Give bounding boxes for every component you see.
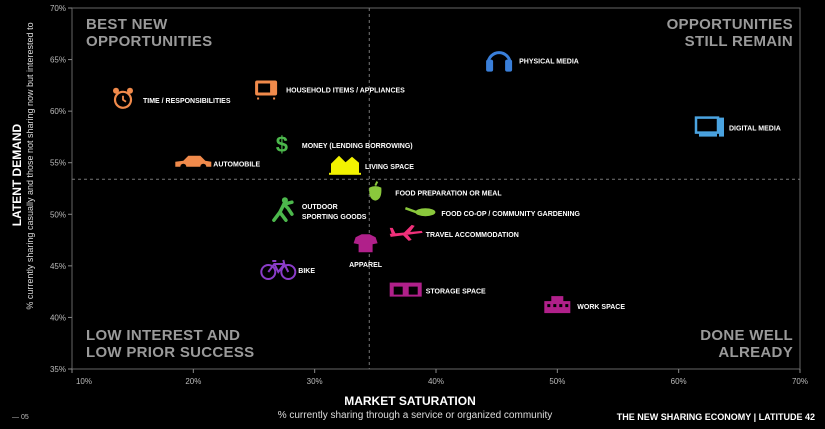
pepper-icon: [369, 181, 382, 201]
point-automobile: AUTOMOBILE: [175, 155, 261, 170]
alarm-clock-icon: [113, 87, 133, 109]
quadrant-top-left-line1: BEST NEW: [86, 16, 168, 33]
baseball-player-icon: [272, 197, 294, 222]
quadrant-top-left-line2: OPPORTUNITIES: [86, 33, 213, 50]
x-axis-subtitle: % currently sharing through a service or…: [277, 410, 553, 421]
point-household-items-appliances: HOUSEHOLD ITEMS / APPLIANCES: [255, 80, 405, 100]
x-tick-label: 70%: [792, 377, 808, 386]
bike-icon: [260, 259, 297, 280]
point-label: STORAGE SPACE: [426, 289, 486, 296]
point-label: MONEY (LENDING BORROWING): [302, 143, 413, 150]
quadrant-bottom-right-line1: DONE WELL: [700, 327, 793, 344]
computer-icon: [694, 116, 724, 137]
point-travel-accommodation: TRAVEL ACCOMMODATION: [389, 224, 519, 241]
point-label: AUTOMOBILE: [213, 162, 260, 169]
quadrant-bottom-left: LOW INTEREST AND LOW PRIOR SUCCESS: [86, 327, 254, 361]
quadrant-bottom-right: DONE WELL ALREADY: [700, 327, 793, 361]
car-icon: [175, 155, 212, 170]
point-digital-media: DIGITAL MEDIA: [694, 116, 781, 137]
point-outdoor-sporting-goods: OUTDOOR SPORTING GOODS: [272, 197, 367, 222]
quadrant-top-left: BEST NEW OPPORTUNITIES: [86, 16, 212, 50]
y-tick-label: 35%: [50, 365, 66, 374]
point-label: LIVING SPACE: [365, 164, 414, 171]
point-work-space: WORK SPACE: [544, 296, 625, 314]
shirt-icon: [353, 234, 378, 253]
y-tick-label: 70%: [50, 4, 66, 13]
quadrant-bottom-left-line1: LOW INTEREST AND: [86, 327, 241, 344]
office-building-icon: [544, 296, 571, 314]
quadrant-bottom-right-line2: ALREADY: [718, 344, 793, 361]
quadrant-bottom-left-line2: LOW PRIOR SUCCESS: [86, 344, 255, 361]
point-food-preparation-or-meal: FOOD PREPARATION OR MEAL: [369, 181, 502, 201]
svg-text:$: $: [276, 132, 288, 157]
airplane-icon: [389, 224, 423, 241]
point-label: BIKE: [298, 268, 315, 275]
y-tick-label: 50%: [50, 210, 66, 219]
point-money-lending-borrowing: $ MONEY (LENDING BORROWING): [276, 132, 413, 157]
quadrant-top-right-line2: STILL REMAIN: [684, 33, 793, 50]
quadrant-top-right-line1: OPPORTUNITIES: [666, 16, 793, 33]
x-tick-label: 40%: [428, 377, 444, 386]
y-tick-label: 45%: [50, 262, 66, 271]
x-tick-label: 20%: [185, 377, 201, 386]
y-axis-subtitle: % currently sharing casually and those n…: [25, 22, 35, 310]
shovel-icon: [404, 207, 436, 217]
point-label: HOUSEHOLD ITEMS / APPLIANCES: [286, 88, 405, 95]
dollar-icon: $: [276, 132, 288, 157]
point-storage-space: STORAGE SPACE: [389, 282, 486, 297]
point-bike: BIKE: [260, 259, 315, 280]
point-apparel: APPAREL: [349, 234, 383, 269]
y-tick-label: 55%: [50, 159, 66, 168]
point-food-co-op-community-gardening: FOOD CO-OP / COMMUNITY GARDENING: [404, 207, 581, 218]
point-label: WORK SPACE: [577, 304, 625, 311]
house-icon: [329, 155, 361, 175]
x-axis-title: MARKET SATURATION: [344, 394, 476, 408]
point-time-responsibilities: TIME / RESPONSIBILITIES: [113, 87, 231, 109]
x-tick-label: 50%: [549, 377, 565, 386]
point-label: APPAREL: [349, 262, 383, 269]
point-living-space: LIVING SPACE: [329, 155, 414, 175]
microwave-icon: [255, 80, 278, 100]
point-physical-media: PHYSICAL MEDIA: [486, 51, 579, 72]
x-tick-label: 30%: [307, 377, 323, 386]
x-tick-label: 10%: [76, 377, 92, 386]
point-label: PHYSICAL MEDIA: [519, 59, 579, 66]
y-tick-label: 60%: [50, 107, 66, 116]
y-axis-title: LATENT DEMAND: [10, 123, 24, 227]
point-label: DIGITAL MEDIA: [729, 126, 781, 133]
point-label: FOOD PREPARATION OR MEAL: [395, 191, 502, 198]
point-label: TRAVEL ACCOMMODATION: [426, 232, 519, 239]
plot-frame: [71, 7, 801, 370]
publication-title: THE NEW SHARING ECONOMY | LATITUDE 42: [616, 412, 815, 422]
headphones-icon: [486, 51, 513, 72]
point-label: OUTDOOR SPORTING GOODS: [302, 204, 367, 221]
x-tick-label: 60%: [671, 377, 687, 386]
point-label: FOOD CO-OP / COMMUNITY GARDENING: [441, 211, 580, 218]
quadrant-top-right: OPPORTUNITIES STILL REMAIN: [667, 16, 793, 50]
page-number: — 05: [12, 414, 29, 421]
y-tick-label: 40%: [50, 313, 66, 322]
point-label: TIME / RESPONSIBILITIES: [143, 98, 231, 105]
storage-icon: [389, 282, 422, 297]
y-tick-label: 65%: [50, 56, 66, 65]
